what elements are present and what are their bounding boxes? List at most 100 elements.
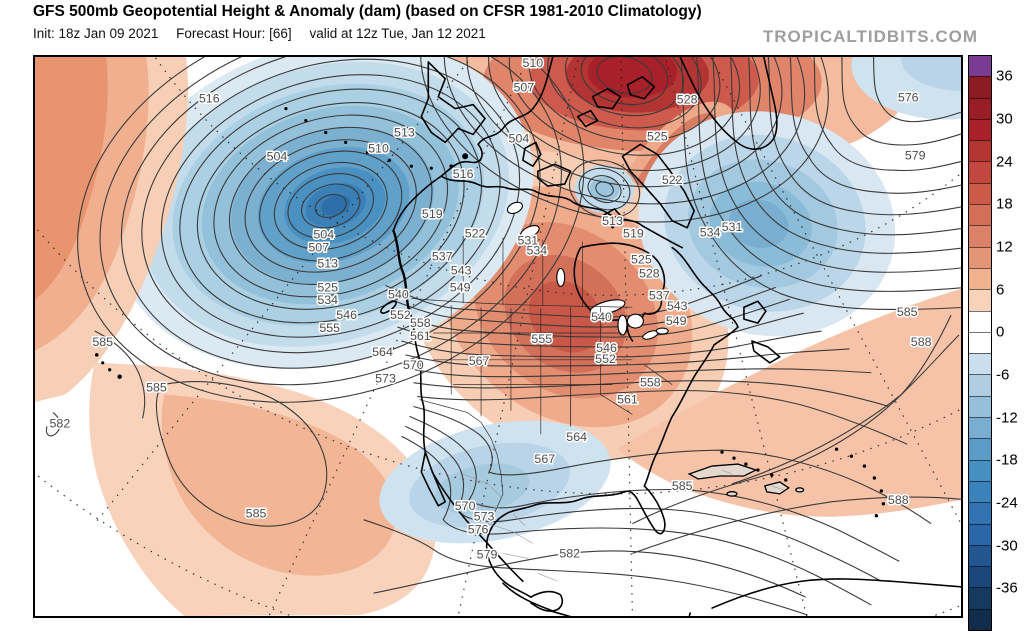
contour-label: 504 [267, 149, 288, 163]
watermark: TROPICALTIDBITS.COM [762, 27, 978, 46]
contour-label: 510 [368, 141, 389, 155]
contour-label: 525 [317, 280, 338, 294]
colorbar-segment [969, 140, 991, 162]
contour-label: 513 [317, 257, 338, 271]
contour-label: 558 [410, 316, 431, 330]
coast-gulf [502, 491, 626, 517]
map-svg: 5045165105135195045075135255345465555405… [35, 57, 961, 616]
coastlines [380, 57, 961, 616]
colorbar-tick: -24 [996, 494, 1018, 512]
mexico-state-borders [463, 469, 784, 582]
colorbar-segment [969, 544, 991, 567]
contour-label: 540 [591, 310, 612, 324]
contour-label: 573 [474, 510, 495, 524]
contour-label: 531 [722, 220, 743, 234]
coast-us-west [408, 310, 427, 453]
map-canvas: 504 516 510 513 519 504 507 513 525 534 546 555 540 5… [33, 55, 963, 618]
us-mexico-border [419, 399, 504, 512]
island-cuba [687, 463, 758, 480]
island-puerto-rico [795, 487, 805, 493]
contour-label: 507 [308, 241, 329, 255]
island-jamaica [726, 491, 738, 497]
contour-label: 537 [432, 250, 453, 264]
colorbar-segment [969, 587, 991, 609]
contour-label: 513 [394, 125, 415, 139]
contour-label: 504 [509, 131, 530, 145]
contour-label: 582 [559, 546, 580, 560]
colorbar-segment [969, 97, 991, 119]
coast-chukotka [420, 61, 486, 144]
political-borders [411, 235, 673, 512]
contour-label: 534 [526, 244, 547, 258]
contour-label: 561 [617, 393, 638, 407]
coast-greenland [679, 57, 778, 150]
caribbean-islands [687, 463, 805, 497]
contour-label: 513 [602, 214, 623, 228]
contour-labels: 5045165105135195045075135255345465555405… [48, 57, 933, 563]
colorbar-tick: 24 [996, 153, 1013, 171]
colorbar-tick: -18 [996, 451, 1018, 469]
valid-time: valid at 12z Tue, Jan 12 2021 [309, 26, 486, 41]
island-newfoundland [743, 300, 767, 324]
height-contours [45, 57, 961, 616]
colorbar-segment [969, 267, 991, 290]
contour-label: 570 [455, 499, 476, 513]
contour-label: 507 [514, 81, 535, 95]
coast-alaska-panhandle [392, 229, 411, 313]
colorbar-segment [969, 76, 991, 98]
contour-label: 570 [403, 358, 424, 372]
contour-label: 579 [477, 547, 498, 561]
colorbar-segment [969, 374, 991, 396]
coast-us-east [643, 344, 715, 487]
warm-anomaly-fills-nw [35, 57, 189, 403]
island-vancouver [380, 300, 397, 314]
colorbar-segment [969, 353, 991, 375]
contour-label: 549 [666, 314, 687, 328]
colorbar-segment [969, 331, 991, 354]
contour-label: 588 [911, 335, 932, 349]
colorbar-tick-labels: 36 30 24 18 12 6 0 -6 -12 -18 -24 -30 -36 [996, 55, 1024, 631]
contour-label: 546 [596, 341, 617, 355]
contour-label: 567 [534, 452, 555, 466]
us-canada-border [411, 297, 633, 308]
colorbar-segment [969, 225, 991, 247]
colorbar-segment [969, 395, 991, 418]
coast-mexico-west [432, 473, 524, 583]
contour-label: 504 [313, 228, 334, 242]
contour-label: 567 [469, 354, 490, 368]
lakes [506, 201, 669, 340]
contour-label: 585 [246, 507, 267, 521]
contour-label: 522 [465, 227, 486, 241]
contour-label: 519 [623, 227, 644, 241]
contour-label: 534 [317, 293, 338, 307]
coast-baja [420, 451, 447, 507]
contour-label: 588 [888, 493, 909, 507]
coast-nova-scotia [713, 326, 781, 364]
coast-arctic-mainland [440, 175, 684, 249]
coast-labrador [671, 246, 739, 328]
colorbar-tick: -36 [996, 579, 1018, 597]
contour-label: 552 [595, 352, 616, 366]
contour-label: 519 [422, 207, 443, 221]
forecast-hour: Forecast Hour: [66] [176, 26, 292, 41]
contour-label: 516 [199, 92, 220, 106]
colorbar-segment [969, 523, 991, 545]
contour-label: 543 [451, 263, 472, 277]
colorbar-segment [969, 246, 991, 268]
contour-label: 528 [639, 266, 660, 280]
coast-florida [623, 485, 666, 535]
contour-label: 534 [700, 226, 721, 240]
contour-label: 510 [522, 57, 543, 70]
colorbar-tick: -12 [996, 409, 1018, 427]
contour-label: 573 [375, 372, 396, 386]
colorbar-segment [969, 566, 991, 588]
colorbar-tick: 36 [996, 67, 1013, 85]
coast-south-america [711, 578, 961, 609]
colorbar-tick: 0 [996, 323, 1005, 341]
init-time: Init: 18z Jan 09 2021 [33, 26, 159, 41]
colorbar-segment [969, 608, 991, 631]
colorbar-segment [969, 480, 991, 503]
contour-label: 552 [390, 308, 411, 322]
contour-label: 564 [566, 430, 587, 444]
island-victoria [537, 163, 572, 187]
